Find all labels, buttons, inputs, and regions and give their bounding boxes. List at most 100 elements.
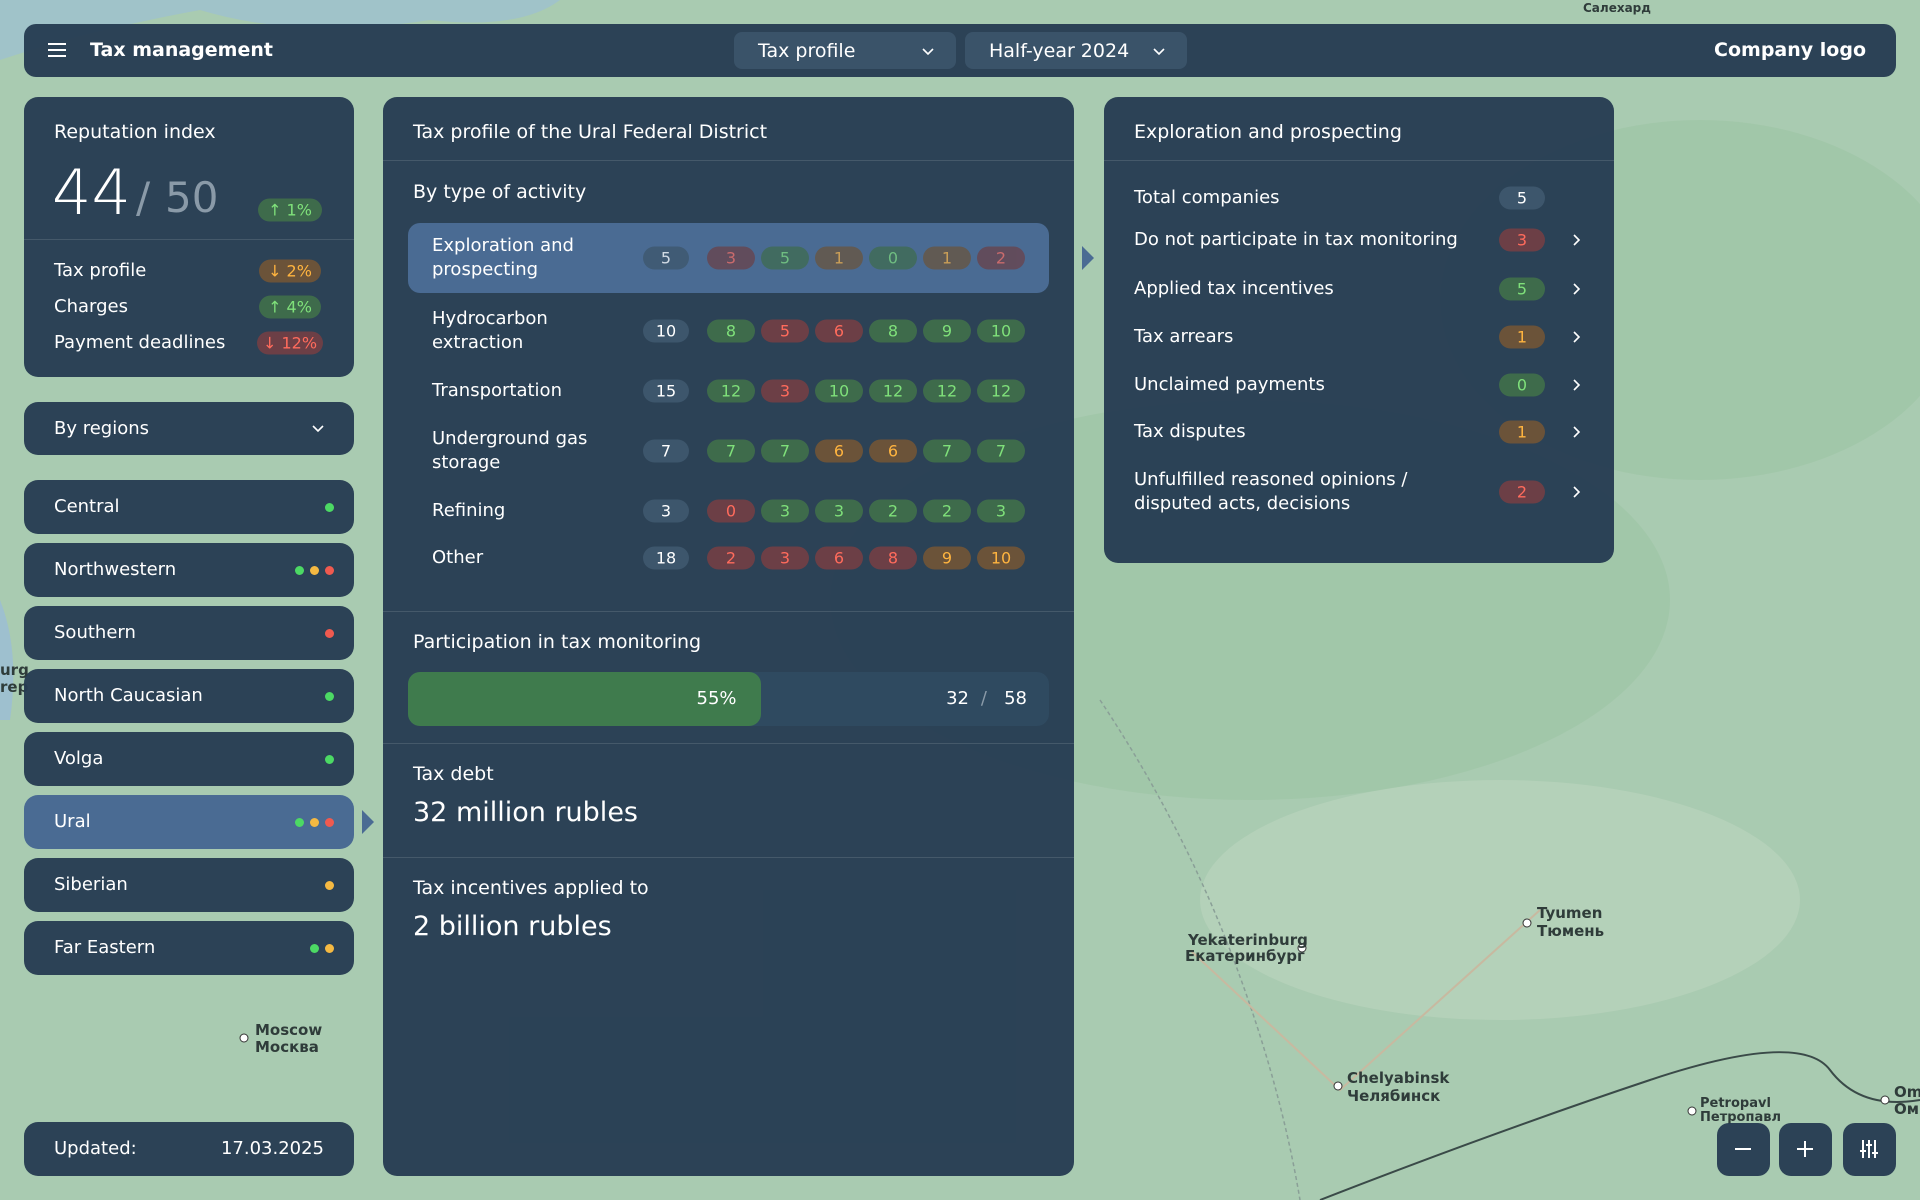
chevron-right [1568,329,1584,349]
metric-change: ↑ 4% [259,295,321,319]
details-panel: Exploration and prospecting Total compani… [1104,97,1614,563]
zoom-out-button[interactable] [1717,1123,1770,1176]
status-dot [325,881,334,890]
detail-value: 1 [1499,420,1545,444]
activity-value: 10 [977,546,1025,570]
activity-value: 12 [977,379,1025,403]
detail-row[interactable]: Do not participate in tax monitoring 3 [1104,218,1614,262]
region-item[interactable]: Central [24,480,354,534]
metric-label: Tax profile [54,260,147,281]
selector-dropdown[interactable]: Half-year 2024 [965,32,1187,69]
activity-value: 12 [923,379,971,403]
activity-value: 2 [977,246,1025,270]
detail-row[interactable]: Tax disputes 1 [1104,410,1614,454]
status-dot [325,755,334,764]
map-label: rep [0,678,29,696]
map-label: Екатеринбург [1185,947,1305,965]
detail-row[interactable]: Applied tax incentives 5 [1104,267,1614,311]
activity-name: Underground gas storage [432,428,588,473]
region-item[interactable]: Ural [24,795,354,849]
detail-row: Total companies 5 [1104,176,1614,220]
zoom-in-button[interactable] [1779,1123,1832,1176]
activity-value: 7 [977,439,1025,463]
region-name: Ural [54,811,91,832]
map-label: Om [1894,1083,1920,1101]
map-label: Москва [255,1038,319,1056]
progress-track: 55% 32 / 58 [408,672,1049,726]
region-item[interactable]: North Caucasian [24,669,354,723]
score-max: 50 [165,173,219,222]
region-name: Southern [54,622,136,643]
detail-row[interactable]: Tax arrears 1 [1104,315,1614,359]
detail-value: 3 [1499,228,1545,252]
activity-value: 10 [977,319,1025,343]
map-label: Chelyabinsk [1347,1069,1450,1087]
metric-label: Payment deadlines [54,332,226,353]
section-title: Tax incentives applied to [413,877,649,899]
region-dropdown[interactable]: By regions [24,402,354,455]
detail-row[interactable]: Unclaimed payments 0 [1104,363,1614,407]
region-item[interactable]: Far Eastern [24,921,354,975]
updated-label: Updated: [54,1138,137,1159]
activity-name: Hydrocarbon extraction [432,308,548,353]
region-item[interactable]: Siberian [24,858,354,912]
map-label: Moscow [255,1021,323,1039]
activity-value: 7 [761,439,809,463]
detail-label: Do not participate in tax monitoring [1134,229,1458,250]
activity-value: 3 [761,379,809,403]
selector-label: Half-year 2024 [989,40,1130,62]
status-dot [295,818,304,827]
progress-fill: 55% [408,672,761,726]
progress-count: 32 [946,688,969,709]
section-title: Participation in tax monitoring [413,631,702,653]
divider [383,857,1074,858]
menu-button[interactable] [46,40,68,64]
updated-bar: Updated: 17.03.2025 [24,1122,354,1176]
panel-title: Reputation index [54,121,216,143]
detail-value: 5 [1499,186,1545,210]
score-separator: / [136,173,151,222]
activity-value: 6 [869,439,917,463]
chevron-down [1151,43,1167,63]
activity-value: 8 [869,319,917,343]
selector-dropdown[interactable]: Tax profile [734,32,956,69]
panel-title: Exploration and prospecting [1134,121,1402,143]
section-title: Tax debt [413,763,494,785]
region-item[interactable]: Southern [24,606,354,660]
activity-total: 7 [643,439,689,463]
activity-value: 5 [761,319,809,343]
activity-value: 3 [977,499,1025,523]
chevron-down [310,420,326,440]
region-name: North Caucasian [54,685,203,706]
divider [383,611,1074,612]
header-bar: Tax management Tax profile Half-year 2024 C… [24,24,1896,77]
chevron-right [1568,232,1584,252]
activity-value: 6 [815,319,863,343]
company-logo: Company logo [1714,39,1866,61]
detail-row[interactable]: Unfulfilled reasoned opinions / disputed… [1104,469,1614,514]
map-label: Petropavl [1700,1096,1771,1111]
detail-label: Applied tax incentives [1134,278,1334,299]
map-label: Tyumen [1537,904,1603,922]
chevron-down [920,43,936,63]
activity-value: 3 [707,246,755,270]
status-dot [325,566,334,575]
app-title: Tax management [90,39,273,61]
activity-name: Exploration and prospecting [432,235,574,280]
map-label: Тюмень [1537,922,1605,940]
region-item[interactable]: Volga [24,732,354,786]
profile-panel: Tax profile of the Ural Federal District… [383,97,1074,1176]
activity-value: 3 [761,546,809,570]
detail-value: 2 [1499,480,1545,504]
filter-button[interactable] [1843,1123,1896,1176]
map-label: Челябинск [1347,1087,1441,1105]
updated-date: 17.03.2025 [220,1138,324,1159]
activity-value: 10 [815,379,863,403]
activity-value: 9 [923,319,971,343]
divider [24,239,354,240]
activity-value: 2 [923,499,971,523]
progress-separator: / [980,688,987,709]
activity-value: 5 [761,246,809,270]
region-item[interactable]: Northwestern [24,543,354,597]
